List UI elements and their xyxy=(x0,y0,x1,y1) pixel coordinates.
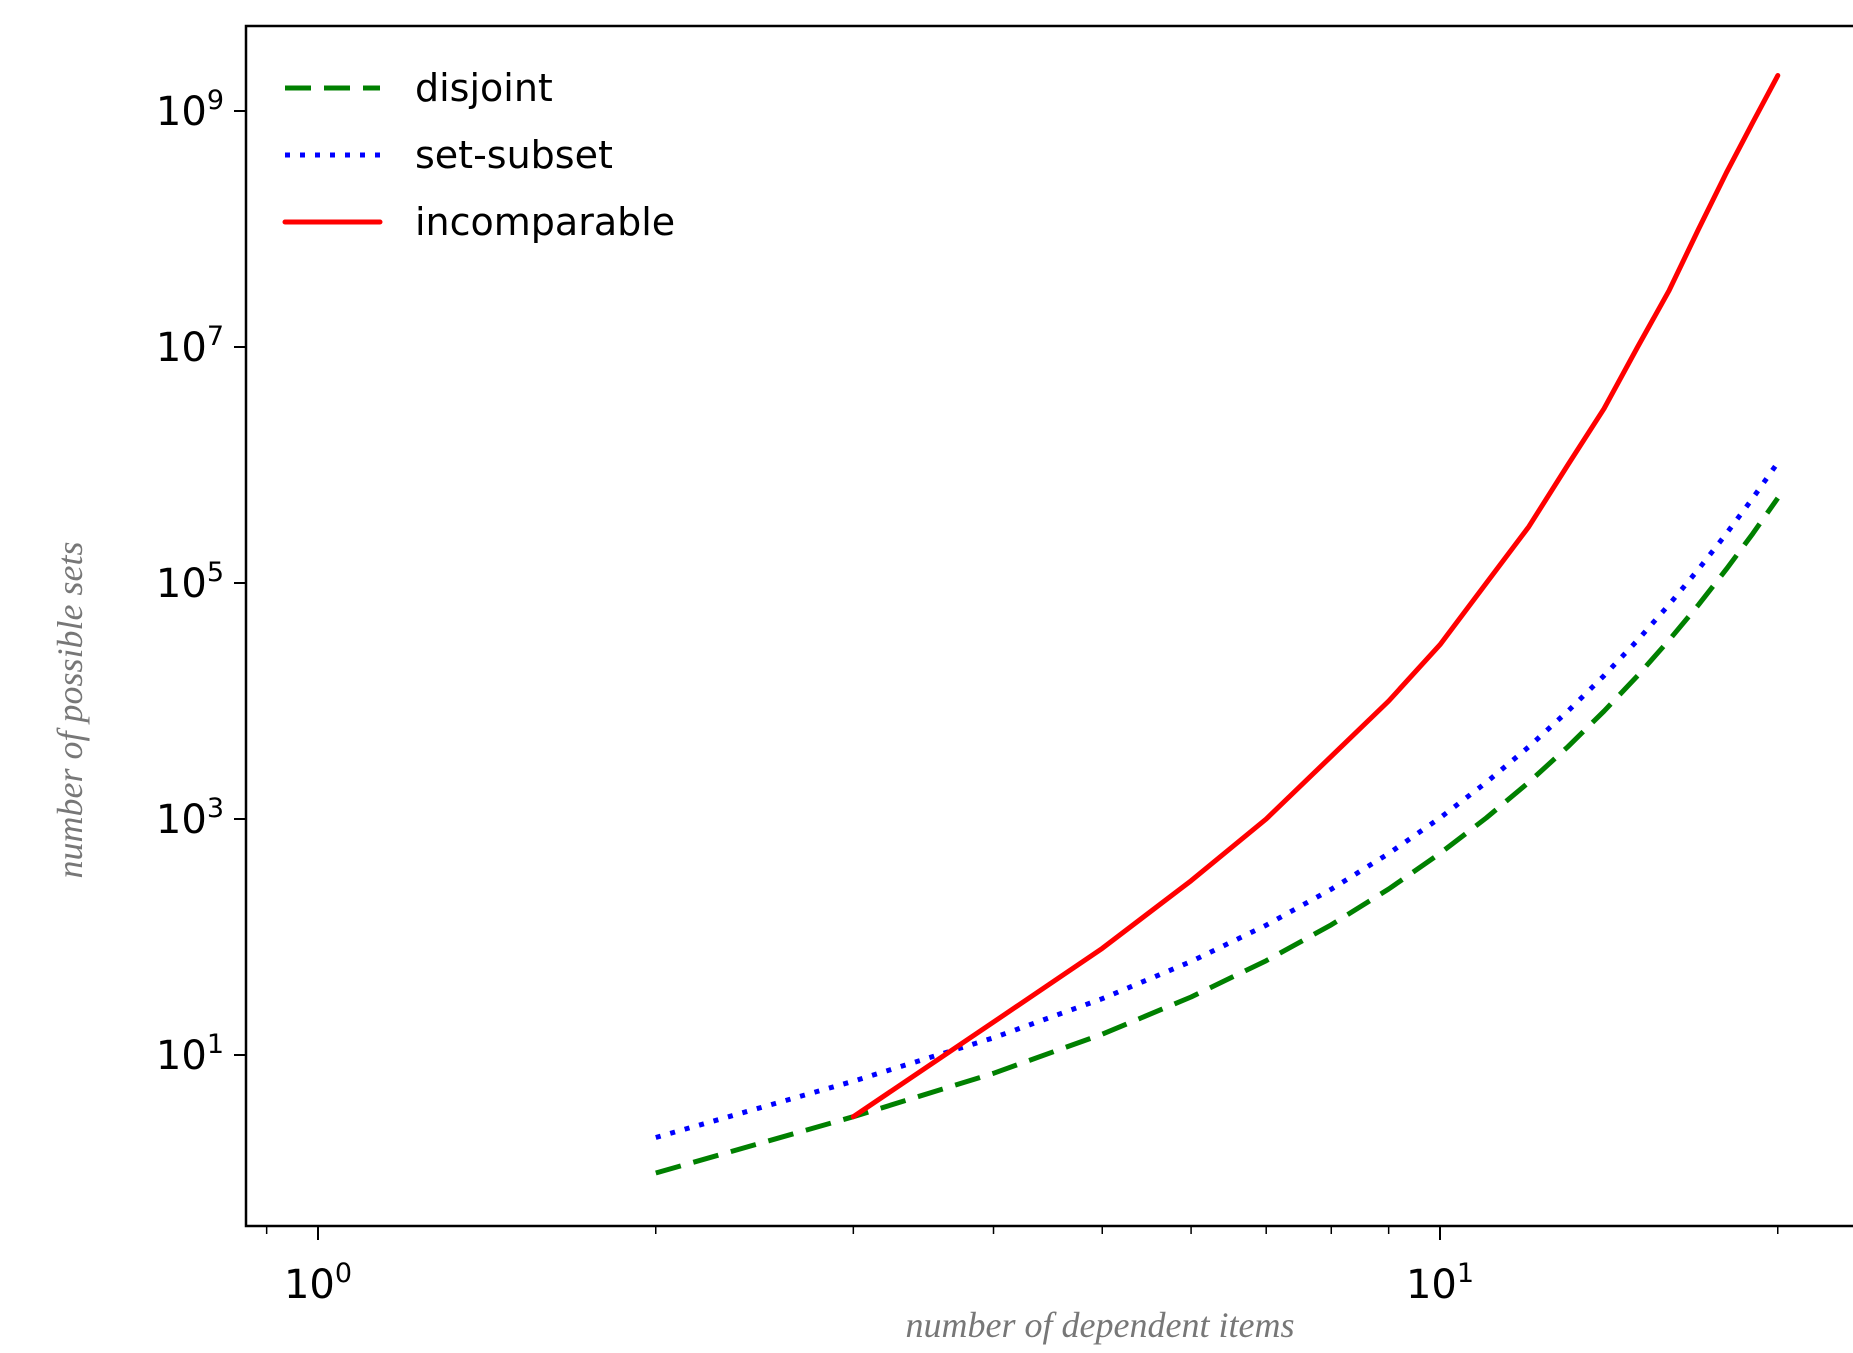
x-tick-label: 100 xyxy=(284,1258,352,1308)
legend-label-set-subset: set-subset xyxy=(415,133,613,177)
y-tick-label: 101 xyxy=(156,1029,224,1079)
y-tick-label: 107 xyxy=(156,321,224,371)
x-tick-label: 101 xyxy=(1406,1258,1474,1308)
series-line-set-subset xyxy=(655,461,1780,1140)
series-line-incomparable xyxy=(850,73,1781,1120)
y-tick-label: 105 xyxy=(156,557,224,607)
legend-label-incomparable: incomparable xyxy=(415,200,675,244)
y-tick-label: 103 xyxy=(156,793,224,843)
y-axis-label: number of possible sets xyxy=(50,542,90,879)
axes-frame xyxy=(244,24,1853,1228)
series-layer xyxy=(655,73,1781,1176)
y-tick-label: 109 xyxy=(156,85,224,135)
tick-layer: 101 103 105 107 109 100 101 xyxy=(156,85,1779,1308)
legend: disjoint set-subset incomparable xyxy=(282,66,675,244)
series-line-disjoint xyxy=(655,496,1780,1176)
legend-label-disjoint: disjoint xyxy=(415,66,553,110)
x-axis-label: number of dependent items xyxy=(906,1305,1295,1345)
